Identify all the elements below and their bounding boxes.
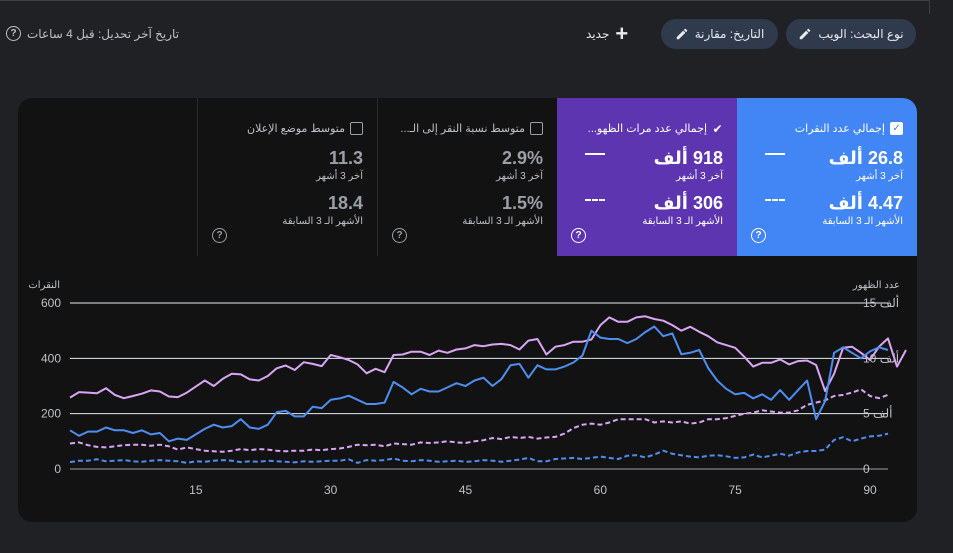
search-type-label: نوع البحث: الويب (818, 27, 904, 41)
x-axis-tick-label: 45 (459, 483, 473, 497)
right-axis-title: عدد الظهور (852, 280, 900, 291)
help-icon[interactable]: ? (392, 228, 407, 243)
metric-card-impressions[interactable]: ✔ إجمالي عدد مرات الظهو... 918 ألف آخر 3… (557, 98, 737, 256)
metric-value-previous: 1.5% (501, 193, 543, 213)
metric-label: متوسط نسبة النقر إلى الـ... (400, 123, 525, 135)
series-line-previous (69, 388, 889, 453)
right-axis-tick-label: 0 (863, 462, 870, 476)
help-icon[interactable]: ? (571, 228, 586, 243)
performance-panel: ✓ إجمالي عدد النقرات 26.8 ألف آخر 3 أشهر… (18, 98, 917, 522)
left-axis-tick-label: 400 (41, 351, 61, 365)
metric-card-position[interactable]: متوسط موضع الإعلان 11.3 آخر 3 أشهر 18.4 … (197, 98, 377, 256)
solid-line-legend-icon (585, 153, 605, 155)
metric-period-current: آخر 3 أشهر (676, 171, 723, 182)
metric-period-previous: الأشهر الـ 3 السابقة (642, 216, 723, 227)
top-divider-edge (929, 0, 930, 14)
metric-period-current: آخر 3 أشهر (316, 171, 363, 182)
metric-value-current: 2.9% (501, 148, 543, 168)
metric-header: ✓ إجمالي عدد النقرات (795, 122, 903, 135)
left-axis-title: النقرات (28, 280, 60, 291)
metric-label: متوسط موضع الإعلان (247, 123, 345, 135)
help-icon[interactable]: ? (212, 228, 227, 243)
series-line-previous (69, 432, 889, 464)
search-type-filter-chip[interactable]: نوع البحث: الويب (786, 19, 916, 49)
right-axis-tick-label: 5 ألف (863, 406, 892, 421)
series-line-current (69, 325, 889, 443)
metric-label: إجمالي عدد النقرات (794, 123, 885, 135)
date-filter-chip[interactable]: التاريخ: مقارنة (661, 19, 778, 49)
left-axis-tick-label: 200 (41, 407, 61, 421)
last-updated-text: تاريخ آخر تحديل: قبل 4 ساعات (27, 26, 180, 41)
new-filter-button[interactable]: جديد + (586, 22, 628, 46)
metric-label: إجمالي عدد مرات الظهو... (587, 123, 707, 135)
checkbox-unchecked-icon[interactable] (530, 122, 543, 135)
date-filter-label: التاريخ: مقارنة (694, 27, 765, 41)
solid-line-legend-icon (765, 153, 785, 155)
metric-value-previous: 18.4 (327, 193, 363, 213)
metric-period-previous: الأشهر الـ 3 السابقة (822, 216, 903, 227)
dashed-line-legend-icon (765, 199, 785, 201)
help-icon[interactable]: ? (751, 228, 766, 243)
metric-value-previous: 4.47 ألف (828, 193, 903, 213)
dashed-line-legend-icon (585, 199, 605, 201)
metric-value-current: 11.3 (328, 148, 363, 168)
metric-period-previous: الأشهر الـ 3 السابقة (282, 216, 363, 227)
metric-value-previous: 306 ألف (653, 193, 723, 213)
series-line-current (69, 315, 907, 400)
metric-period-previous: الأشهر الـ 3 السابقة (462, 216, 543, 227)
metric-value-current: 26.8 ألف (828, 148, 903, 168)
last-updated: ? تاريخ آخر تحديل: قبل 4 ساعات (6, 26, 179, 41)
plus-icon: + (615, 21, 629, 46)
metric-header: ✔ إجمالي عدد مرات الظهو... (587, 121, 723, 136)
new-filter-label: جديد (586, 27, 610, 41)
left-axis-tick-label: 0 (54, 462, 61, 476)
help-icon[interactable]: ? (6, 26, 21, 41)
metric-header: متوسط موضع الإعلان (247, 122, 363, 135)
x-axis-tick-label: 90 (863, 483, 877, 497)
checkmark-icon[interactable]: ✔ (712, 121, 723, 136)
edit-pencil-icon (800, 28, 811, 40)
metric-header: متوسط نسبة النقر إلى الـ... (400, 122, 543, 135)
right-axis-tick-label: 10 ألف (863, 350, 899, 365)
performance-chart[interactable]: 600 15 ألف 400 10 ألف 200 5 ألف 0 0 النقرات عدد ا… (18, 98, 917, 522)
x-axis-tick-label: 15 (189, 483, 203, 497)
right-axis-tick-label: 15 ألف (863, 295, 899, 310)
metric-card-ctr[interactable]: متوسط نسبة النقر إلى الـ... 2.9% آخر 3 أ… (377, 98, 557, 256)
metric-value-current: 918 ألف (653, 148, 723, 168)
x-axis-tick-label: 60 (594, 483, 608, 497)
x-axis-tick-label: 75 (729, 483, 743, 497)
metric-card-clicks[interactable]: ✓ إجمالي عدد النقرات 26.8 ألف آخر 3 أشهر… (737, 98, 917, 256)
metric-period-current: آخر 3 أشهر (496, 171, 543, 182)
left-axis-tick-label: 600 (41, 296, 61, 310)
checkbox-unchecked-icon[interactable] (350, 122, 363, 135)
top-divider (0, 0, 930, 1)
checkbox-checked-icon[interactable]: ✓ (890, 122, 903, 135)
x-axis-tick-label: 30 (324, 483, 338, 497)
metric-period-current: آخر 3 أشهر (856, 171, 903, 182)
edit-pencil-icon (676, 28, 687, 40)
